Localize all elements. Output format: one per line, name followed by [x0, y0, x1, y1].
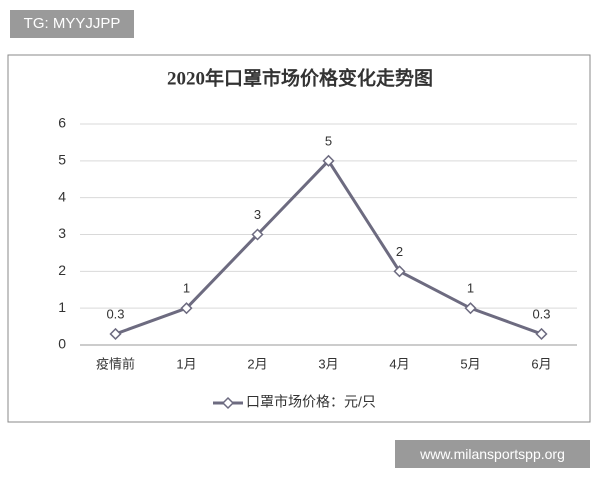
legend-label: 口罩市场价格：元/只 — [246, 394, 376, 410]
x-tick-label: 3月 — [318, 356, 338, 371]
x-tick-label: 1月 — [176, 356, 196, 371]
data-label: 1 — [183, 281, 190, 296]
watermark: www.milansportspp.org — [395, 440, 590, 468]
data-label: 0.3 — [106, 306, 124, 321]
point-marker — [535, 327, 548, 341]
data-label: 1 — [467, 281, 474, 296]
y-tick-label: 4 — [58, 188, 66, 204]
y-tick-label: 3 — [58, 225, 66, 241]
y-tick-label: 5 — [58, 152, 66, 168]
data-label: 0.3 — [532, 306, 550, 321]
y-tick-label: 1 — [58, 299, 66, 315]
data-label: 3 — [254, 207, 261, 222]
point-marker — [322, 154, 335, 167]
badge: TG: MYYJJPP — [10, 10, 134, 38]
point-marker — [464, 302, 477, 315]
point-marker — [393, 265, 406, 278]
y-tick-label: 2 — [58, 262, 66, 278]
x-tick-label: 6月 — [531, 356, 551, 371]
y-tick-label: 0 — [58, 336, 66, 352]
data-label: 5 — [325, 133, 332, 148]
x-tick-label: 疫情前 — [96, 356, 135, 371]
data-label: 2 — [396, 244, 403, 259]
x-tick-label: 4月 — [389, 356, 409, 371]
point-marker — [180, 302, 193, 315]
x-tick-label: 2月 — [247, 356, 267, 371]
point-marker — [109, 327, 122, 341]
point-marker — [251, 228, 264, 241]
chart-frame — [7, 54, 591, 423]
chart-title: 2020年口罩市场价格变化走势图 — [167, 66, 433, 89]
x-tick-label: 5月 — [460, 356, 480, 371]
legend-marker — [221, 396, 235, 410]
y-tick-label: 6 — [58, 115, 66, 131]
